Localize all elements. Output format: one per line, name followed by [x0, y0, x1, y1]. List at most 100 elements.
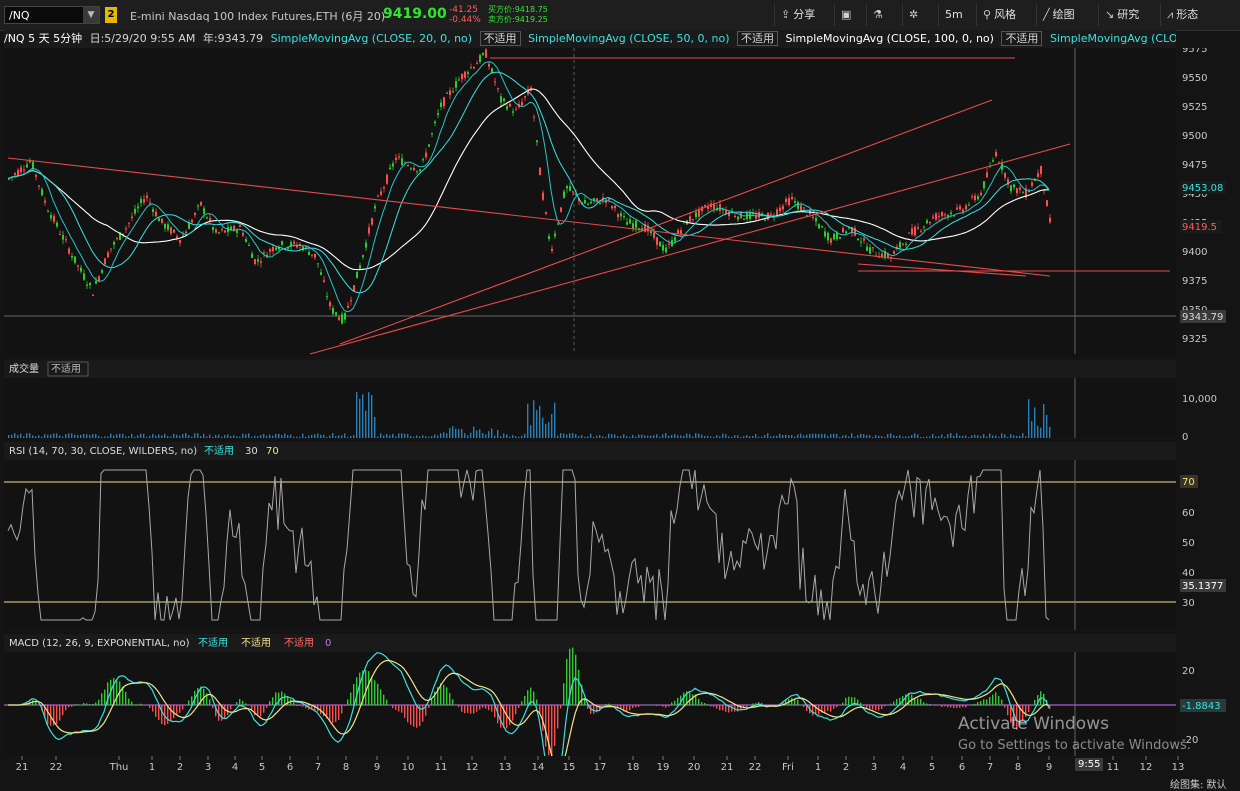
macd-hist-bar: [683, 692, 685, 705]
volume-bar: [890, 433, 892, 438]
macd-hist-bar: [350, 692, 352, 705]
volume-bar: [566, 434, 568, 438]
volume-bar: [512, 435, 514, 438]
support-trendline[interactable]: [857, 263, 1027, 277]
time-axis-label: 12: [1140, 762, 1153, 773]
trendline-down[interactable]: [7, 157, 1051, 277]
volume-bar: [254, 435, 256, 438]
volume-bar: [341, 435, 343, 438]
macd-hist-bar: [455, 705, 457, 706]
candle-body: [23, 169, 25, 171]
macd-hist-bar: [908, 692, 910, 705]
volume-bar: [170, 436, 172, 438]
candle-body: [935, 213, 937, 220]
symbol-dropdown-icon[interactable]: ▼: [83, 7, 99, 23]
macd-hist-bar: [323, 705, 325, 717]
macd-hist-bar: [254, 705, 256, 716]
snapshot-button[interactable]: ▣: [834, 4, 866, 26]
macd-hist-bar: [524, 695, 526, 705]
study-sma5[interactable]: SimpleMovingAvg (CLOSE, 5, 0, no): [1049, 32, 1176, 45]
trendline-up-2[interactable]: [339, 99, 993, 345]
candle-body: [659, 241, 661, 247]
study-sma100[interactable]: SimpleMovingAvg (CLOSE, 100, 0, no): [785, 32, 994, 45]
candle-body: [386, 174, 388, 184]
volume-bar: [692, 436, 694, 438]
candle-body: [185, 231, 187, 234]
time-axis-label: 19: [657, 762, 670, 773]
chart-area[interactable]: 9575955095259500947594509425940093759350…: [0, 48, 1240, 784]
macd-zero-label: 0: [325, 638, 331, 649]
timeframe-button[interactable]: 5m: [938, 4, 976, 26]
flask-button[interactable]: ⚗: [866, 4, 902, 26]
candle-body: [188, 223, 190, 229]
volume-bar: [86, 434, 88, 438]
sma20-na: 不适用: [479, 31, 521, 46]
volume-label[interactable]: 成交量: [9, 362, 39, 375]
macd-label[interactable]: MACD (12, 26, 9, EXPONENTIAL, no): [9, 638, 190, 649]
settings-button[interactable]: ✲: [902, 4, 938, 26]
candle-body: [236, 230, 238, 233]
volume-bar: [371, 394, 373, 438]
volume-bar: [101, 436, 103, 438]
rsi-label[interactable]: RSI (14, 70, 30, CLOSE, WILDERS, no): [9, 446, 197, 457]
candle-body: [725, 210, 727, 214]
candle-body: [1046, 200, 1048, 207]
candle-body: [551, 248, 553, 251]
study-sma50[interactable]: SimpleMovingAvg (CLOSE, 50, 0, no): [528, 32, 730, 45]
macd-hist-bar: [959, 705, 961, 708]
volume-bar: [731, 436, 733, 438]
style-button[interactable]: ⚲ 风格: [976, 4, 1036, 26]
volume-bar: [140, 433, 142, 438]
volume-bar: [443, 432, 445, 438]
candle-body: [494, 81, 496, 83]
symbol-input[interactable]: /NQ: [4, 6, 100, 24]
volume-bar: [1010, 434, 1012, 438]
candle-body: [218, 232, 220, 234]
time-axis-label: 7: [315, 762, 321, 773]
volume-bar: [695, 433, 697, 438]
macd-hist-bar: [479, 705, 481, 710]
volume-bar: [287, 435, 289, 438]
candle-body: [38, 185, 40, 187]
trendline-up-1[interactable]: [309, 143, 1071, 355]
macd-hist-bar: [128, 698, 130, 705]
macd-hist-bar: [68, 705, 70, 708]
drawings-button[interactable]: ╱ 绘图: [1036, 4, 1098, 26]
time-axis-label: 10: [402, 762, 415, 773]
candle-body: [320, 272, 322, 275]
macd-hist-bar: [35, 701, 37, 705]
macd-hist-bar: [473, 705, 475, 714]
candle-body: [764, 219, 766, 221]
trendlines[interactable]: [7, 57, 1170, 355]
candle-body: [956, 207, 958, 210]
macd-hist-bar: [509, 705, 511, 725]
volume-bar: [98, 435, 100, 438]
price-tick: 9325: [1182, 334, 1207, 345]
macd-hist-bar: [725, 705, 727, 712]
link-group-badge[interactable]: 2: [105, 7, 117, 23]
study-sma20[interactable]: SimpleMovingAvg (CLOSE, 20, 0, no): [270, 32, 473, 45]
volume-bar: [683, 435, 685, 438]
volume-bar: [302, 433, 304, 438]
time-axis-label: 4: [900, 762, 906, 773]
candle-body: [752, 213, 754, 215]
volume-bar: [503, 433, 505, 438]
volume-bar: [986, 436, 988, 438]
volume-bar: [740, 436, 742, 438]
candle-body: [440, 102, 442, 107]
macd-hist-bar: [275, 692, 277, 705]
share-button[interactable]: ⇪ 分享: [774, 4, 834, 26]
patterns-button[interactable]: ⩘ 形态: [1160, 4, 1224, 26]
volume-bar: [974, 434, 976, 438]
price-tick: 9475: [1182, 160, 1207, 171]
macd-hist-bar: [533, 691, 535, 705]
candle-body: [662, 245, 664, 251]
macd-hist-bar: [920, 698, 922, 705]
macd-tick-neg20: -20: [1182, 735, 1198, 746]
candle-body: [311, 254, 313, 256]
macd-hist-bar: [800, 704, 802, 706]
candle-body: [1031, 182, 1033, 186]
studies-button[interactable]: ↘ 研究: [1098, 4, 1160, 26]
candle-body: [149, 202, 151, 204]
macd-hist-bar: [701, 702, 703, 705]
